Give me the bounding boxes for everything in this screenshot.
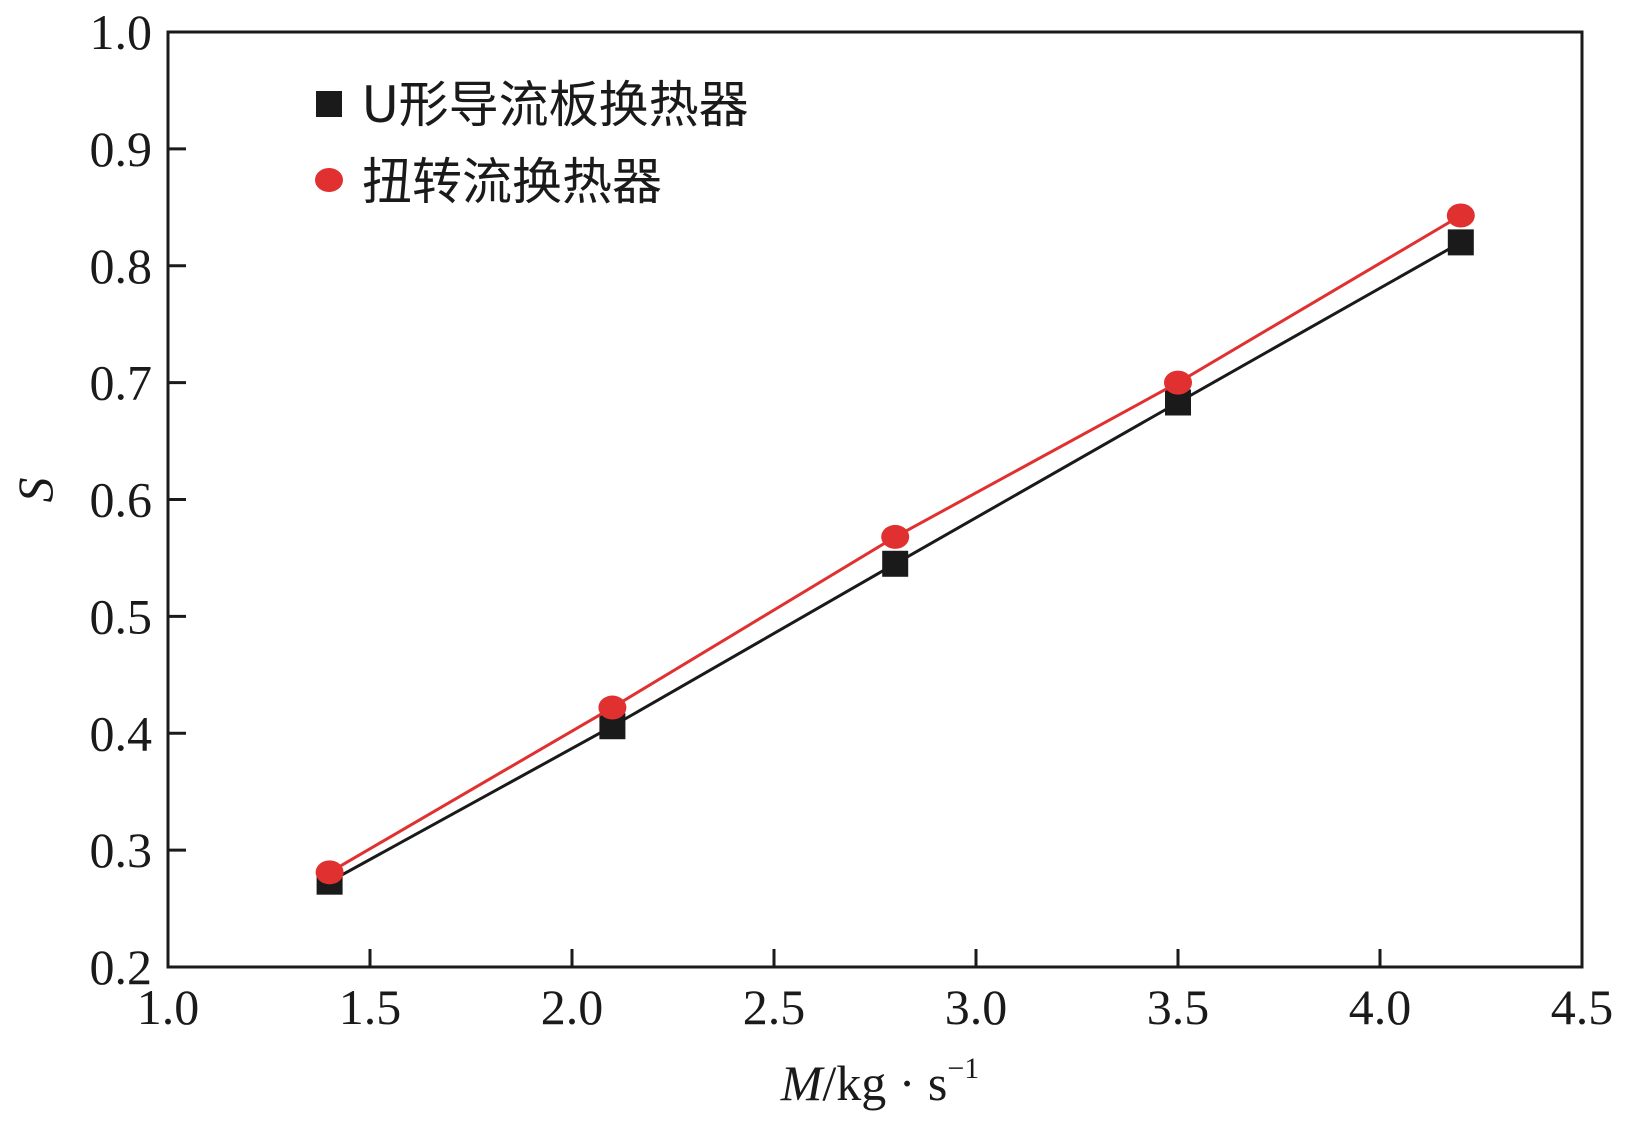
legend-circle-marker [315, 168, 343, 192]
x-tick-label: 3.5 [1147, 979, 1210, 1035]
y-tick-label: 0.9 [90, 121, 153, 177]
x-tick-label: 3.0 [945, 979, 1008, 1035]
series-group [315, 203, 1475, 895]
x-axis-exponent: −1 [947, 1052, 979, 1085]
series-1-point [1447, 229, 1474, 256]
x-axis-variable: M [780, 1055, 825, 1111]
y-tick-label: 0.6 [90, 472, 153, 528]
series-2-point [1164, 370, 1192, 395]
y-tick-label: 1.0 [90, 4, 153, 60]
series-2-point [1446, 203, 1475, 228]
x-tick-label: 4.5 [1551, 979, 1614, 1035]
x-tick-label: 1.5 [339, 979, 402, 1035]
x-tick-label: 2.0 [541, 979, 604, 1035]
legend: U形导流板换热器 扭转流换热器 [315, 76, 749, 211]
x-tick-label: 4.0 [1349, 979, 1412, 1035]
y-tick-label: 0.5 [90, 588, 153, 644]
y-tick-label: 0.8 [90, 238, 153, 294]
series-2-point [881, 524, 910, 549]
series-1-point [882, 550, 909, 577]
y-tick-label: 0.4 [90, 705, 153, 761]
legend-square-marker [316, 91, 342, 117]
series-2-point [315, 860, 344, 885]
y-tick-label: 0.3 [90, 822, 153, 878]
series-2-point [598, 695, 627, 720]
legend-label-u-baffle: U形导流板换热器 [362, 76, 749, 134]
y-axis-title: S [7, 478, 63, 503]
x-tick-label: 1.0 [137, 979, 200, 1035]
x-tick-label: 2.5 [743, 979, 806, 1035]
legend-label-twisted-flow: 扭转流换热器 [362, 153, 662, 211]
x-axis-title: M/kg · s−1 [780, 1052, 980, 1111]
axis-ticks: 1.0 1.5 2.0 2.5 3.0 3.5 4.0 4.5 0.2 0.3 0.4 0.5 0.6 0… [90, 4, 1614, 1035]
x-axis-unit: /kg · s [822, 1055, 947, 1111]
y-tick-label: 0.2 [90, 939, 153, 995]
y-tick-label: 0.7 [90, 355, 153, 411]
